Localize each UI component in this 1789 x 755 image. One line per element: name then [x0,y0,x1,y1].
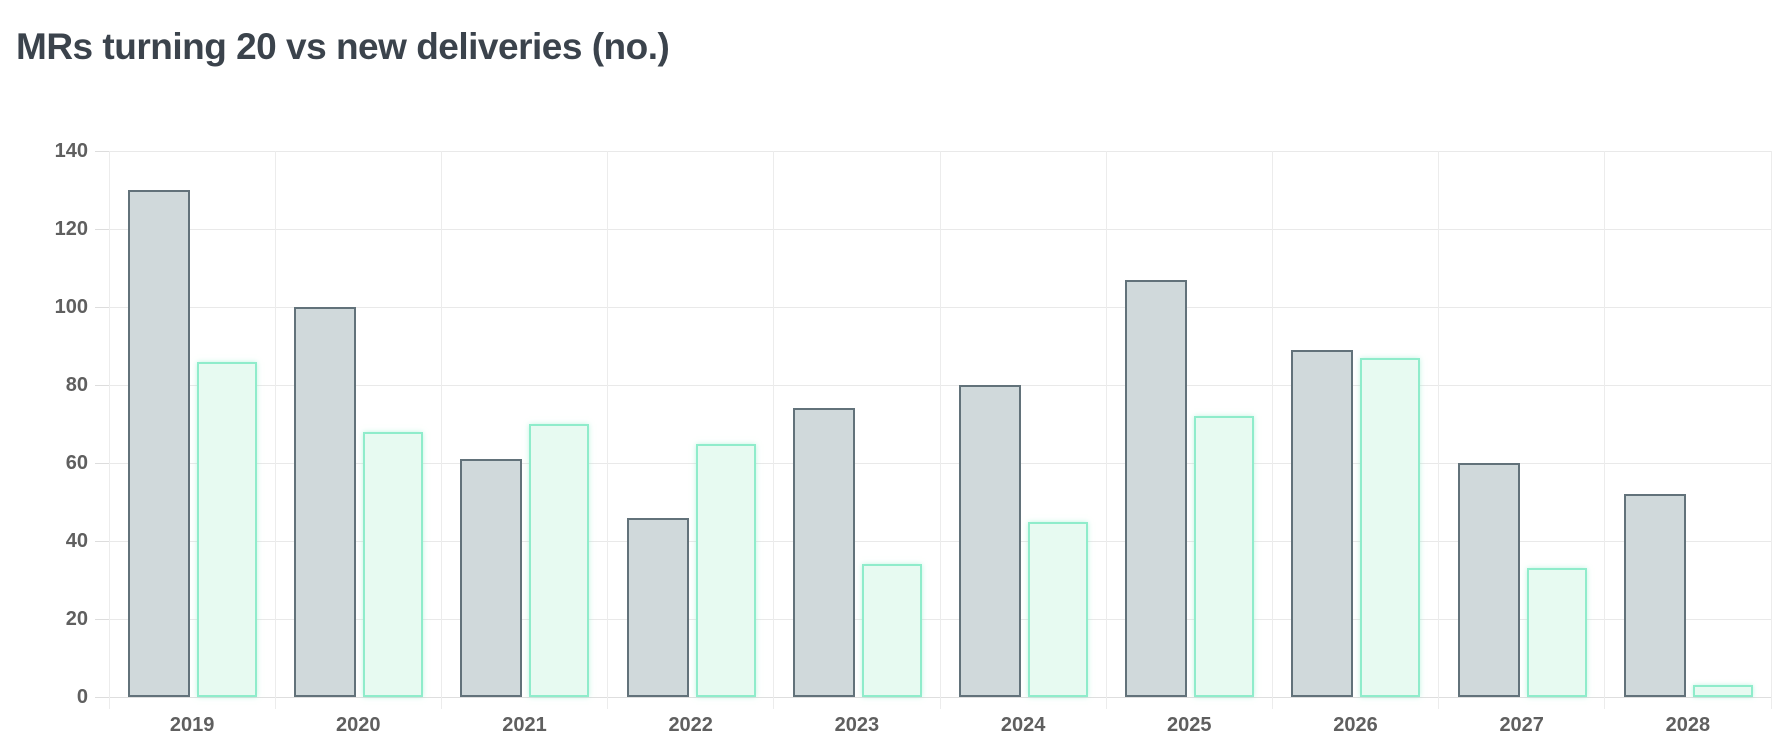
x-gridline [607,151,609,709]
y-axis-label: 80 [65,374,88,396]
bar-mrs-2027[interactable] [1457,463,1520,697]
bar-deliveries-2024[interactable] [1028,521,1088,697]
x-axis-label-2020: 2020 [336,714,381,736]
x-axis-label-2026: 2026 [1333,714,1378,736]
bar-group-2025 [1106,151,1272,697]
bar-mrs-2019[interactable] [128,190,190,697]
x-gridline [274,151,276,709]
bar-deliveries-2025[interactable] [1194,416,1255,697]
x-gridline [1770,151,1772,709]
x-axis-label-2023: 2023 [834,714,880,736]
bar-deliveries-2028[interactable] [1692,685,1753,697]
x-axis-label-2019: 2019 [169,714,215,736]
bar-deliveries-2027[interactable] [1526,568,1587,697]
y-axis-tick [95,384,109,386]
bar-group-2022 [608,151,774,697]
bar-mrs-2025[interactable] [1125,279,1188,697]
chart-title: MRs turning 20 vs new deliveries (no.) [16,26,670,67]
bar-deliveries-2020[interactable] [363,431,424,697]
x-gridline [440,151,442,709]
bar-group-2020 [275,151,441,697]
bar-mrs-2020[interactable] [294,307,357,697]
bar-group-2024 [940,151,1106,697]
y-axis-label: 0 [76,686,88,708]
y-axis-tick [95,540,109,542]
y-axis-label: 40 [65,530,88,552]
bar-deliveries-2019[interactable] [197,361,257,697]
bar-mrs-2023[interactable] [792,408,855,697]
bar-mrs-2026[interactable] [1291,349,1354,697]
x-axis-label-2028: 2028 [1665,714,1711,736]
y-axis-tick [95,150,109,152]
y-axis-tick [95,618,109,620]
y-axis-label: 100 [54,296,88,318]
bar-mrs-2021[interactable] [460,459,523,697]
y-axis-label: 20 [65,608,88,630]
bar-mrs-2024[interactable] [959,385,1021,697]
bar-deliveries-2021[interactable] [529,424,590,697]
y-axis-tick [95,306,109,308]
y-axis-tick [95,696,109,698]
x-gridline [1105,151,1107,709]
bar-group-2019 [109,151,275,697]
bar-group-2021 [441,151,607,697]
x-axis-label-2027: 2027 [1499,714,1544,736]
x-gridline [773,151,775,709]
x-gridline [939,151,941,709]
bar-group-2028 [1605,151,1771,697]
x-gridline [1438,151,1440,709]
x-gridline [108,151,110,709]
bar-deliveries-2026[interactable] [1360,357,1421,697]
y-axis-label: 140 [54,140,88,162]
bar-group-2026 [1272,151,1438,697]
bar-mrs-2022[interactable] [626,517,689,697]
bar-group-2023 [774,151,940,697]
bar-mrs-2028[interactable] [1623,494,1686,697]
y-axis-tick [95,228,109,230]
y-axis-label: 60 [65,452,88,474]
x-axis-label-2022: 2022 [668,714,713,736]
x-gridline [1604,151,1606,709]
bar-deliveries-2023[interactable] [861,564,922,697]
x-axis-label-2024: 2024 [1000,714,1046,736]
x-gridline [1271,151,1273,709]
x-axis-label-2025: 2025 [1167,714,1212,736]
x-axis-label-2021: 2021 [502,714,547,736]
y-axis-label: 120 [54,218,88,240]
y-axis-tick [95,462,109,464]
bar-deliveries-2022[interactable] [695,443,756,697]
bar-group-2027 [1439,151,1605,697]
